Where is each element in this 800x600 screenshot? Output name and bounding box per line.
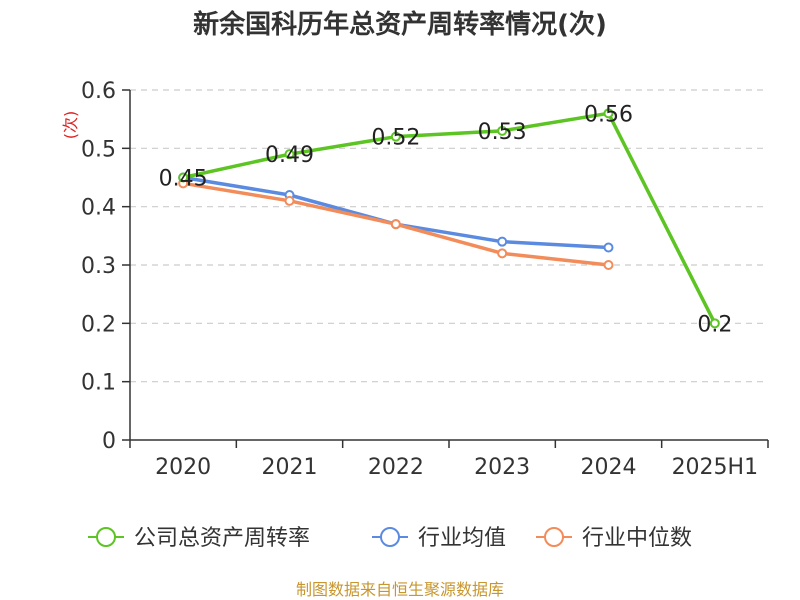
data-point <box>497 125 508 136</box>
x-tick-label: 2021 <box>262 455 318 480</box>
legend-label: 行业中位数 <box>582 526 692 551</box>
legend-label: 公司总资产周转率 <box>134 526 310 551</box>
data-labels: 0.45 0.49 0.52 0.53 0.56 0.2 <box>159 102 733 337</box>
legend-marker <box>544 527 564 547</box>
y-axis-label: (次) <box>61 111 80 140</box>
data-point <box>284 149 295 160</box>
series-line-1 <box>182 175 609 250</box>
x-tick-label: 2020 <box>155 455 211 480</box>
legend-label: 行业均值 <box>418 526 506 551</box>
legend-item-0[interactable]: 公司总资产周转率 <box>88 526 310 551</box>
x-tick-label: 2023 <box>474 455 530 480</box>
y-tick-label: 0.1 <box>81 371 116 396</box>
chart-title: 新余国科历年总资产周转率情况(次) <box>193 9 607 40</box>
data-point <box>709 318 720 329</box>
y-tick-label: 0.5 <box>81 137 116 162</box>
legend-marker <box>380 527 400 547</box>
legend-marker <box>96 527 116 547</box>
x-tick-label: 2024 <box>581 455 637 480</box>
gridlines <box>130 89 768 383</box>
data-point <box>390 219 401 230</box>
data-point <box>497 248 508 259</box>
y-tick-label: 0.6 <box>81 79 116 104</box>
data-point <box>178 172 189 183</box>
x-tick-label: 2025H1 <box>672 455 759 480</box>
data-point <box>603 242 614 253</box>
data-label: 0.53 <box>478 120 527 145</box>
data-label: 0.56 <box>584 102 633 127</box>
axes: 0 0.1 0.2 0.3 0.4 0.5 0.6 2020 2021 2022 2023 2024 2… <box>81 79 769 480</box>
legend[interactable]: 公司总资产周转率 行业均值 行业中位数 <box>88 526 692 551</box>
y-tick-label: 0 <box>102 429 116 454</box>
data-label: 0.45 <box>159 167 208 192</box>
y-tick-label: 0.2 <box>81 312 116 337</box>
data-point <box>390 131 401 142</box>
series-line-0 <box>182 111 717 325</box>
data-point <box>603 108 614 119</box>
source-note: 制图数据来自恒生聚源数据库 <box>296 580 504 599</box>
y-tick-label: 0.3 <box>81 254 116 279</box>
legend-item-2[interactable]: 行业中位数 <box>536 526 692 551</box>
data-point <box>284 195 295 206</box>
x-tick-label: 2022 <box>368 455 424 480</box>
data-point <box>603 260 614 270</box>
data-label: 0.52 <box>371 126 420 151</box>
legend-item-1[interactable]: 行业均值 <box>372 526 506 551</box>
data-label: 0.2 <box>697 312 732 337</box>
y-tick-label: 0.4 <box>81 196 116 221</box>
data-point <box>497 236 508 247</box>
data-label: 0.49 <box>265 143 314 168</box>
series-group <box>178 108 720 329</box>
